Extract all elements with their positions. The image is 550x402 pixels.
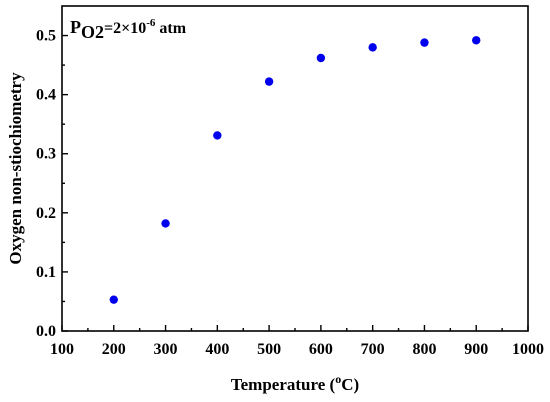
data-point	[161, 219, 170, 228]
x-tick-label: 300	[154, 341, 178, 358]
x-tick-label: 400	[205, 341, 229, 358]
x-axis-label: Temperature (oC)	[231, 372, 359, 394]
annotation-exponent: -6	[146, 17, 156, 29]
x-tick-label: 500	[257, 341, 281, 358]
data-point	[420, 38, 429, 47]
data-point	[368, 43, 377, 52]
partial-pressure-annotation: PO2=2×10-6 atm	[70, 17, 187, 42]
x-tick-label: 700	[361, 341, 385, 358]
data-point	[109, 295, 118, 304]
x-axis-label-degree: o	[335, 372, 341, 386]
data-point	[264, 77, 274, 86]
annotation-unit: atm	[155, 20, 186, 37]
y-tick-label: 0.2	[36, 205, 56, 222]
data-point	[472, 36, 481, 45]
data-point	[316, 53, 326, 63]
y-tick-label: 0.0	[36, 323, 56, 340]
x-tick-label: 1000	[512, 341, 544, 358]
y-tick-label: 0.3	[36, 146, 56, 163]
x-axis-label-prefix: Temperature (	[231, 375, 336, 394]
x-tick-label: 200	[102, 341, 126, 358]
x-tick-label: 800	[412, 341, 436, 358]
y-tick-label: 0.5	[36, 28, 56, 45]
axis-ticks: 100 200 300 400 500 600 700 800 900 1000 0.0 0.1 0.2…	[36, 28, 544, 358]
data-points	[109, 36, 481, 304]
y-tick-label: 0.4	[36, 87, 56, 104]
y-axis-label: Oxygen non-stiochiometry	[6, 72, 25, 265]
annotation-value: =2×10	[104, 20, 146, 37]
x-axis-label-suffix: C)	[341, 375, 359, 394]
x-tick-label: 900	[464, 341, 488, 358]
annotation-p: P	[70, 17, 81, 37]
x-tick-label: 100	[50, 341, 74, 358]
y-tick-label: 0.1	[36, 264, 56, 281]
x-tick-label: 600	[309, 341, 333, 358]
annotation-o2: O2	[81, 22, 104, 42]
data-point	[213, 131, 222, 140]
plot-frame	[61, 5, 529, 332]
